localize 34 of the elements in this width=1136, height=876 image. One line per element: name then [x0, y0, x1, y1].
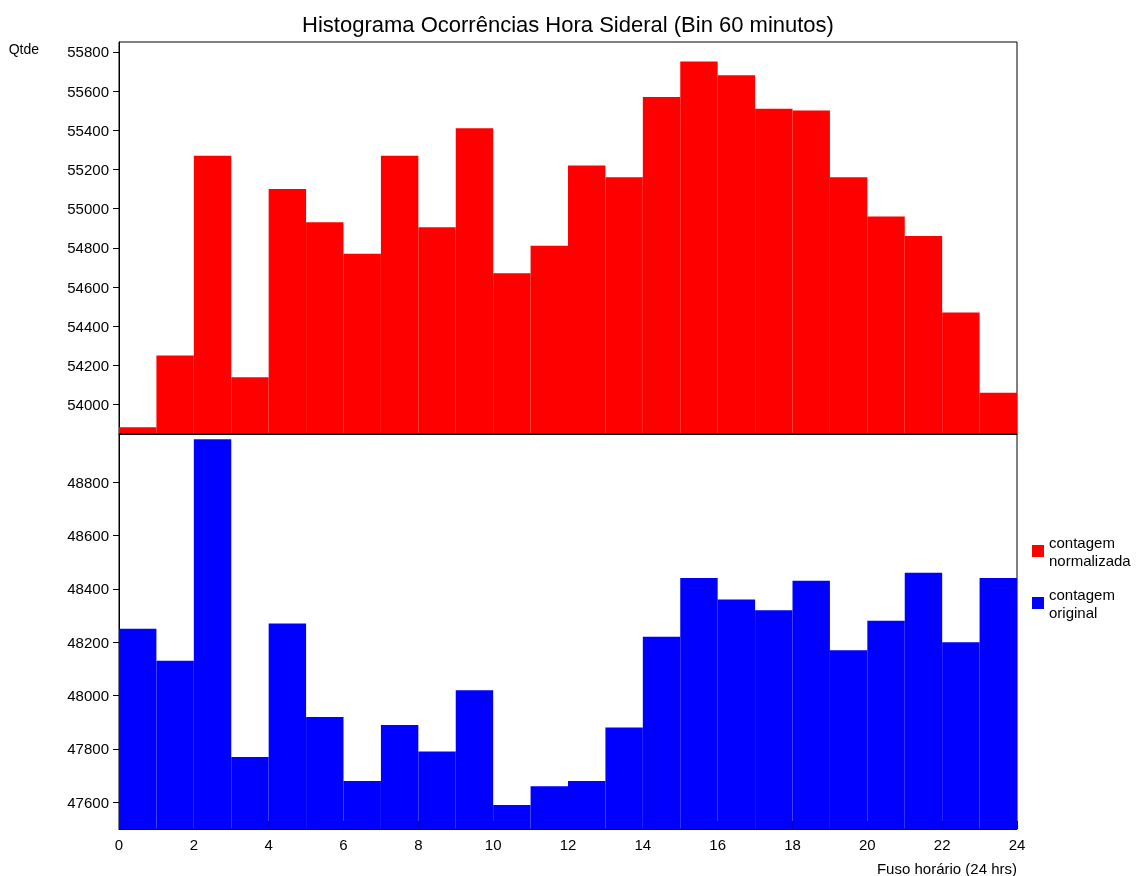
x-tick-label: 2 — [189, 836, 199, 853]
y-tick-label: 48200 — [67, 633, 109, 651]
y-tick-label: 48000 — [67, 687, 109, 705]
y-tick-label: 55600 — [67, 82, 109, 100]
x-tick-label: 20 — [858, 836, 876, 853]
y-tick-label: 55000 — [67, 200, 109, 218]
legend-label: contagem normalizada — [1049, 533, 1132, 569]
chart-title: Histograma Ocorrências Hora Sideral (Bin 60 minutos) — [302, 11, 834, 37]
y-tick-label: 48400 — [67, 580, 109, 598]
x-tick-label: 0 — [114, 836, 124, 853]
x-tick-label: 12 — [559, 836, 577, 853]
legend-label: contagem original — [1049, 585, 1120, 621]
y-tick-label: 48600 — [67, 526, 109, 544]
y-tick-label: 55200 — [67, 160, 109, 178]
x-tick-label: 24 — [1008, 836, 1026, 853]
x-tick-label: 10 — [484, 836, 502, 853]
x-tick-label: 18 — [784, 836, 801, 853]
x-tick-label: 8 — [414, 836, 423, 853]
x-tick-label: 16 — [709, 836, 727, 853]
y-axis-title: Qtde — [8, 41, 40, 57]
y-tick-label: 54000 — [67, 396, 109, 414]
y-tick-label: 47800 — [67, 740, 109, 758]
x-tick-label: 14 — [634, 836, 652, 853]
y-tick-label: 55800 — [67, 43, 109, 61]
x-tick-label: 6 — [339, 836, 348, 853]
y-tick-label: 48800 — [67, 473, 109, 491]
y-tick-label: 47600 — [67, 793, 109, 811]
x-tick-label: 22 — [933, 836, 951, 853]
y-tick-label: 54800 — [67, 239, 109, 257]
y-tick-label: 54600 — [67, 278, 109, 296]
x-tick-label: 4 — [264, 836, 273, 853]
y-tick-label: 54200 — [67, 356, 109, 374]
y-tick-label: 55400 — [67, 121, 109, 139]
y-tick-label: 54400 — [67, 317, 109, 335]
